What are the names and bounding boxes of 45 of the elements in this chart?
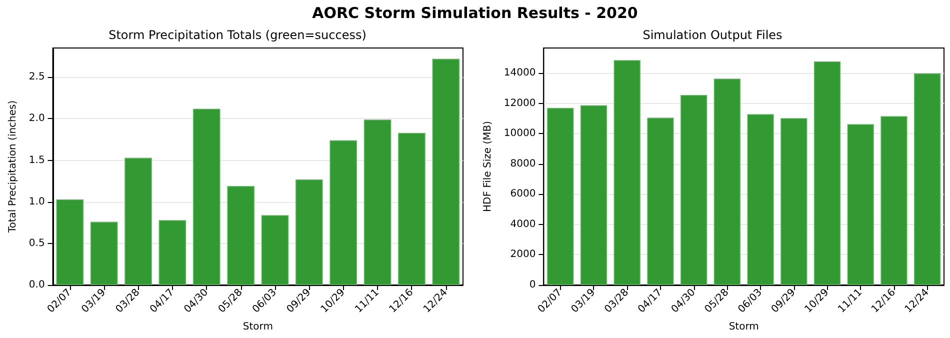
x-axis-title: Storm — [728, 322, 759, 332]
bar — [680, 94, 708, 285]
bar — [647, 118, 674, 285]
bar — [364, 120, 392, 285]
bar — [398, 132, 426, 285]
y-tick-label: 0.5 — [28, 238, 45, 249]
y-tick-label: 1.5 — [28, 154, 45, 166]
y-tick-label: 2000 — [510, 249, 536, 260]
bar — [432, 58, 460, 285]
bar — [124, 158, 152, 285]
bar — [56, 199, 84, 285]
bar — [747, 114, 774, 285]
bar — [192, 108, 220, 285]
y-tick-label: 8000 — [510, 158, 536, 170]
bar — [780, 118, 808, 285]
y-tick-label: 2.0 — [28, 113, 45, 124]
text: AORC Storm Simulation Results - 2020 — [311, 4, 639, 22]
y-axis-title: HDF File Size (MB) — [482, 120, 494, 212]
bar — [914, 73, 941, 285]
bar — [90, 222, 118, 285]
bar — [880, 116, 908, 285]
bar — [847, 124, 874, 285]
bar — [296, 179, 323, 285]
chart-title: Storm Precipitation Totals (green=success) — [108, 28, 366, 42]
y-tick-label: 12000 — [504, 98, 536, 109]
chart-title: Simulation Output Files — [642, 28, 782, 42]
y-tick-label: 0.0 — [28, 280, 45, 290]
bar — [158, 220, 186, 285]
y-tick-label: 4000 — [510, 218, 536, 230]
y-tick-label: 10000 — [504, 128, 536, 140]
bar — [580, 105, 608, 285]
bar — [330, 140, 358, 285]
y-tick-label: 2.5 — [28, 72, 45, 83]
bar — [714, 78, 741, 285]
bar — [261, 215, 289, 285]
y-axis-title: Total Precipitation (inches) — [8, 100, 18, 234]
y-tick-label: 14000 — [504, 67, 536, 78]
y-tick-label: 6000 — [510, 188, 536, 200]
bar — [814, 61, 841, 285]
bar — [547, 108, 574, 285]
bar — [227, 186, 254, 285]
y-tick-label: 0 — [529, 280, 536, 290]
x-axis-title: Storm — [242, 322, 273, 332]
bar — [614, 60, 640, 285]
y-tick-label: 1.0 — [28, 196, 45, 208]
